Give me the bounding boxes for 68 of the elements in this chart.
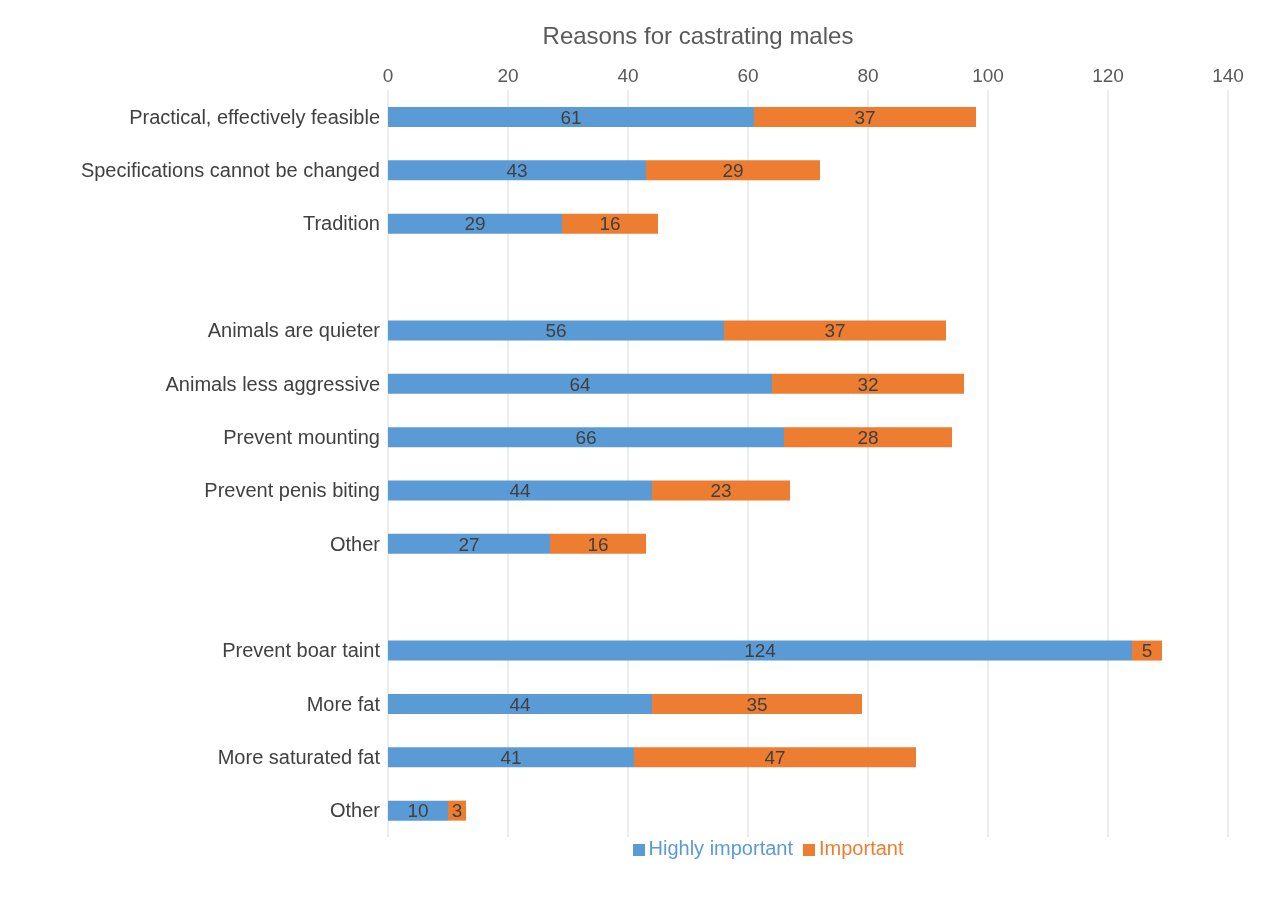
bar [772, 373, 964, 394]
bar [562, 213, 658, 234]
data-label: 29 [464, 213, 486, 235]
data-label: 10 [407, 800, 429, 822]
bar [634, 747, 916, 768]
data-label: 3 [451, 800, 463, 822]
data-label: 5 [1141, 640, 1153, 662]
x-tick-label: 20 [497, 65, 519, 86]
y-tick-label: Tradition [302, 212, 380, 235]
bar [388, 320, 724, 341]
bar [388, 640, 1132, 661]
x-tick-label: 60 [737, 65, 759, 86]
y-tick-label: Other [329, 799, 381, 822]
legend-label: Highly important [648, 837, 794, 859]
y-tick-label: Animals are quieter [207, 319, 381, 342]
data-label: 23 [710, 480, 732, 502]
data-label: 29 [722, 160, 744, 182]
y-tick-label: Prevent penis biting [204, 479, 380, 502]
data-label: 37 [824, 320, 846, 342]
x-tick-label: 120 [1092, 65, 1124, 86]
y-tick-label: Practical, effectively feasible [129, 105, 380, 128]
data-label: 27 [458, 533, 480, 555]
data-label: 41 [500, 747, 522, 769]
bar [784, 427, 952, 448]
y-tick-label: Prevent mounting [223, 425, 380, 448]
x-tick-label: 140 [1212, 65, 1244, 86]
bar [388, 533, 550, 554]
x-tick-label: 0 [382, 65, 394, 86]
y-tick-label: Specifications cannot be changed [80, 159, 380, 182]
data-label: 35 [746, 693, 768, 715]
bar [388, 107, 754, 127]
bar [388, 427, 784, 448]
y-tick-label: Prevent boar taint [222, 639, 381, 662]
data-label: 43 [506, 160, 528, 182]
data-label: 47 [764, 747, 786, 769]
data-label: 16 [587, 533, 609, 555]
y-tick-label: More saturated fat [217, 746, 381, 769]
y-tick-label: More fat [306, 692, 381, 715]
data-label: 32 [857, 373, 879, 395]
data-label: 44 [509, 480, 531, 502]
bar [388, 693, 652, 714]
x-tick-label: 100 [972, 65, 1004, 86]
data-label: 56 [545, 320, 567, 342]
x-tick-label: 80 [857, 65, 879, 86]
bar [724, 320, 946, 341]
bar [652, 480, 790, 501]
data-label: 44 [509, 693, 531, 715]
data-label: 124 [744, 640, 777, 662]
data-label: 66 [575, 426, 597, 448]
data-label: 64 [569, 373, 591, 395]
legend-label: Important [819, 837, 904, 859]
bar [388, 213, 562, 234]
bar [754, 107, 976, 127]
chart-title: Reasons for castrating males [541, 21, 855, 50]
data-label: 28 [857, 426, 879, 448]
bar [388, 373, 772, 394]
y-tick-label: Other [329, 532, 381, 555]
bar [550, 533, 646, 554]
x-tick-label: 40 [617, 65, 639, 86]
data-label: 37 [854, 106, 876, 128]
bar [388, 480, 652, 501]
data-label: 61 [560, 106, 582, 128]
bar [388, 160, 646, 181]
bar [652, 693, 862, 714]
y-tick-label: Animals less aggressive [165, 372, 380, 395]
data-label: 16 [599, 213, 621, 235]
bar [388, 747, 634, 768]
bar [646, 160, 820, 181]
